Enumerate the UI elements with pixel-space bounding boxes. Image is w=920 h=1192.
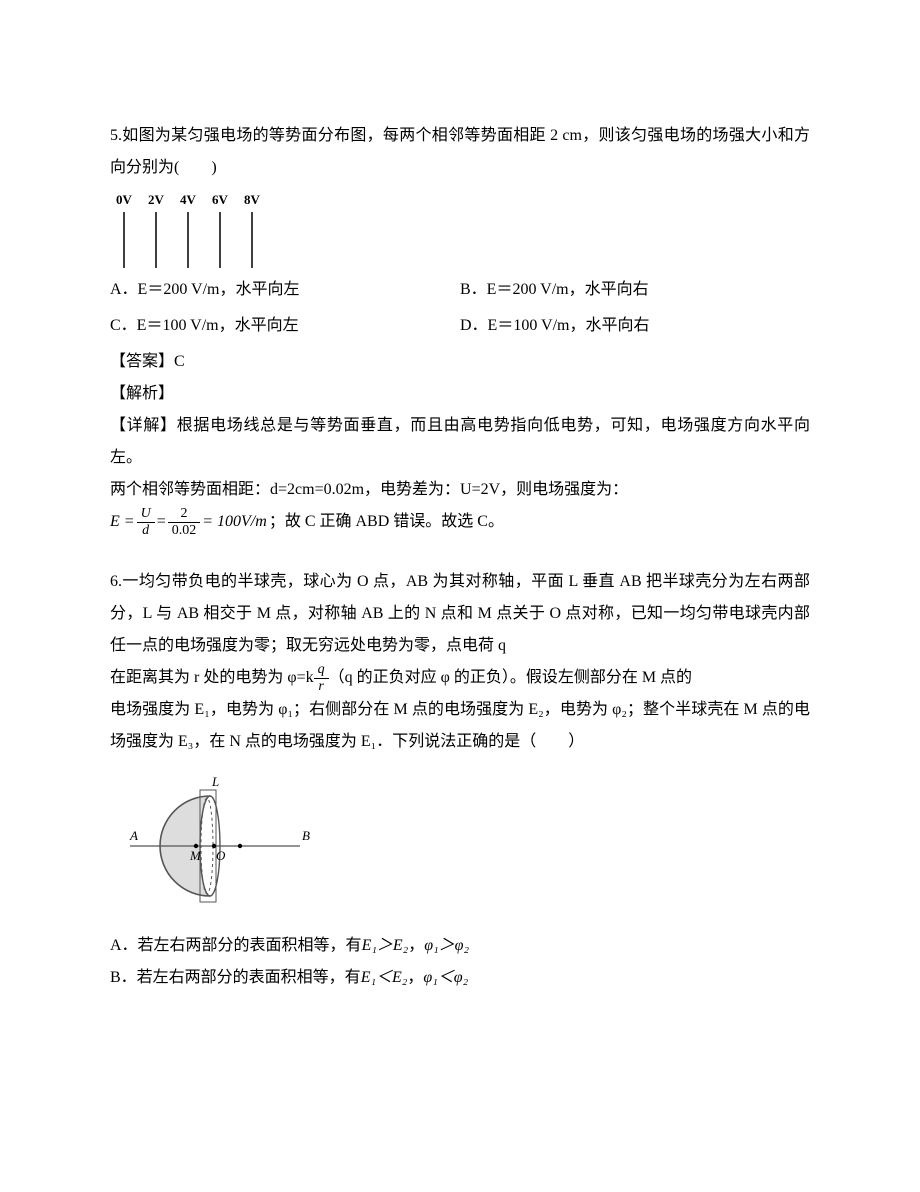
equipotential-svg: 0V 2V 4V 6V 8V — [110, 190, 310, 270]
q6-frac: qr — [314, 662, 329, 694]
q6-opta-sep: ， — [408, 937, 424, 954]
q5-answer: 【答案】C — [110, 346, 810, 378]
q6-stem-p2: 在距离其为 r 处的电势为 φ=kqr（q 的正负对应 φ 的正负）。假设左侧部… — [110, 662, 810, 694]
q6-frac-num: q — [314, 662, 329, 678]
q6-opta-m2: φ₁＞φ₂ — [424, 937, 469, 954]
svg-text:B: B — [302, 828, 310, 843]
q5-formula-eq1: = — [157, 506, 166, 538]
q6-optb-m2: φ₁＜φ₂ — [423, 969, 468, 986]
q5-frac2-den: 0.02 — [168, 523, 201, 538]
svg-text:2V: 2V — [148, 192, 165, 207]
hemisphere-svg: A B MO L — [110, 776, 330, 916]
q5-option-c: C．E＝100 V/m，水平向左 — [110, 310, 460, 342]
q6-stem-text-1: 一均匀带负电的半球壳，球心为 O 点，AB 为其对称轴，平面 L 垂直 AB 把… — [110, 573, 810, 654]
q6-stem-p2a: 在距离其为 r 处的电势为 φ=k — [110, 669, 314, 686]
q5-jiexi: 【解析】 — [110, 378, 810, 410]
q5-formula-rhs: = 100V/m — [202, 506, 267, 538]
q5-option-b: B．E＝200 V/m，水平向右 — [460, 274, 810, 306]
q6-opta-pre: A．若左右两部分的表面积相等，有 — [110, 937, 362, 954]
svg-text:8V: 8V — [244, 192, 261, 207]
q6-number: 6. — [110, 573, 122, 590]
q5-formula-tail: ；故 C 正确 ABD 错误。故选 C。 — [269, 506, 504, 538]
q5-frac1-den: d — [137, 523, 155, 538]
q5-number: 5. — [110, 127, 122, 144]
q5-formula-lhs: E = — [110, 506, 135, 538]
q5-frac-1: U d — [137, 506, 155, 538]
q6-frac-den: r — [314, 679, 329, 694]
q6-stem-p1: 6.一均匀带负电的半球壳，球心为 O 点，AB 为其对称轴，平面 L 垂直 AB… — [110, 566, 810, 662]
q5-frac2-num: 2 — [168, 506, 201, 522]
svg-text:M: M — [189, 848, 202, 863]
q5-stem-text: 如图为某匀强电场的等势面分布图，每两个相邻等势面相距 2 cm，则该匀强电场的场… — [110, 127, 810, 176]
svg-text:0V: 0V — [116, 192, 133, 207]
q5-stem: 5.如图为某匀强电场的等势面分布图，每两个相邻等势面相距 2 cm，则该匀强电场… — [110, 120, 810, 184]
svg-text:6V: 6V — [212, 192, 229, 207]
page: 5.如图为某匀强电场的等势面分布图，每两个相邻等势面相距 2 cm，则该匀强电场… — [0, 0, 920, 1192]
q6-opta-m1: E₁＞E₂ — [362, 937, 409, 954]
q5-options-row2: C．E＝100 V/m，水平向左 D．E＝100 V/m，水平向右 — [110, 310, 810, 342]
q6-optb-m1: E₁＜E₂ — [361, 969, 408, 986]
q5-detail-1: 【详解】根据电场线总是与等势面垂直，而且由高电势指向低电势，可知，电场强度方向水… — [110, 410, 810, 474]
q5-formula: E = U d = 2 0.02 = 100V/m ；故 C 正确 ABD 错误… — [110, 506, 810, 538]
q5-options-row1: A．E＝200 V/m，水平向左 B．E＝200 V/m，水平向右 — [110, 274, 810, 306]
q5-frac-2: 2 0.02 — [168, 506, 201, 538]
q6-optb-pre: B．若左右两部分的表面积相等，有 — [110, 969, 361, 986]
q5-detail-2: 两个相邻等势面相距：d=2cm=0.02m，电势差为：U=2V，则电场强度为： — [110, 474, 810, 506]
q5-frac1-num: U — [137, 506, 155, 522]
svg-text:4V: 4V — [180, 192, 197, 207]
svg-text:L: L — [211, 776, 219, 789]
q6-option-a: A．若左右两部分的表面积相等，有E₁＞E₂，φ₁＞φ₂ — [110, 930, 810, 962]
svg-text:A: A — [129, 828, 138, 843]
q6-stem-p2b: （q 的正负对应 φ 的正负）。假设左侧部分在 M 点的 — [329, 669, 692, 686]
q5-option-a: A．E＝200 V/m，水平向左 — [110, 274, 460, 306]
q5-option-d: D．E＝100 V/m，水平向右 — [460, 310, 810, 342]
q6-option-b: B．若左右两部分的表面积相等，有E₁＜E₂，φ₁＜φ₂ — [110, 962, 810, 994]
q6-optb-sep: ， — [407, 969, 423, 986]
spacer — [110, 538, 810, 566]
q5-figure: 0V 2V 4V 6V 8V — [110, 190, 810, 270]
svg-text:O: O — [216, 848, 226, 863]
q6-stem-p3: 电场强度为 E₁，电势为 φ₁；右侧部分在 M 点的电场强度为 E₂，电势为 φ… — [110, 694, 810, 758]
q6-figure: A B MO L — [110, 776, 810, 916]
